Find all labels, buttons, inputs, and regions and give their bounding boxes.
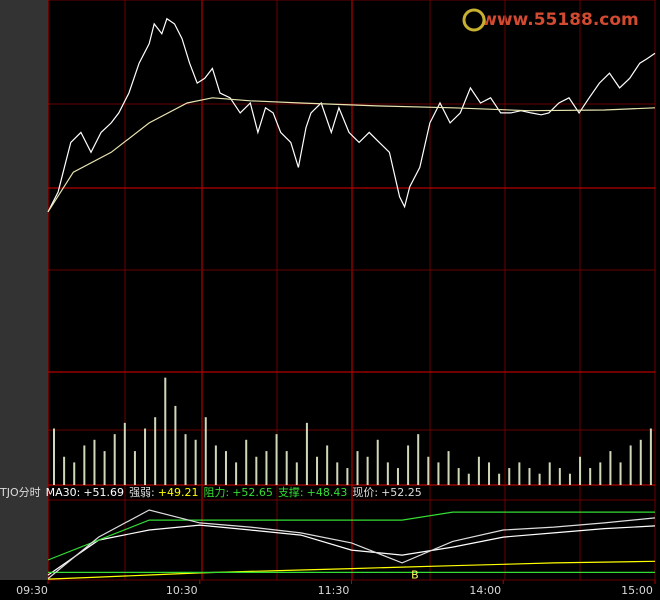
volume-bar bbox=[255, 456, 258, 485]
volume-bar bbox=[639, 439, 642, 485]
volume-bar bbox=[568, 473, 571, 485]
volume-bar bbox=[589, 468, 592, 485]
legend-value: +49.21 bbox=[158, 486, 199, 499]
volume-bar bbox=[629, 445, 632, 485]
volume-bar bbox=[477, 456, 480, 485]
volume-bar bbox=[366, 456, 369, 485]
volume-bar bbox=[265, 451, 268, 485]
volume-bar bbox=[558, 468, 561, 485]
volume-bar bbox=[204, 417, 207, 485]
volume-bar bbox=[619, 462, 622, 485]
volume-bar bbox=[53, 428, 55, 485]
volume-bar bbox=[488, 462, 491, 485]
series-line bbox=[47, 509, 656, 580]
volume-bar bbox=[457, 468, 460, 485]
volume-bar bbox=[184, 434, 187, 485]
volume-bar bbox=[467, 473, 470, 485]
volume-bar bbox=[83, 445, 86, 485]
volume-bar bbox=[63, 456, 66, 485]
legend-name: 支撑: bbox=[278, 485, 304, 499]
legend-name: 阻力: bbox=[204, 486, 230, 499]
volume-bar bbox=[508, 468, 511, 485]
volume-bar bbox=[376, 439, 379, 485]
volume-bar bbox=[174, 405, 177, 485]
volume-bar bbox=[326, 445, 329, 485]
volume-bar bbox=[73, 462, 76, 485]
volume-bar bbox=[427, 456, 430, 485]
volume-bar bbox=[113, 434, 116, 485]
volume-bar bbox=[245, 439, 248, 485]
indicator-header: TJO分时 MA30: +51.69 强弱: +49.21 阻力: +52.65 支撑: +48… bbox=[0, 485, 422, 499]
volume-bar bbox=[103, 451, 106, 485]
x-tick-label: 11:30 bbox=[318, 584, 350, 597]
volume-bar bbox=[447, 451, 450, 485]
volume-bar bbox=[609, 451, 612, 485]
volume-bar bbox=[194, 439, 197, 485]
volume-bar bbox=[386, 462, 389, 485]
volume-bar bbox=[164, 377, 167, 485]
legend-value: +52.65 bbox=[232, 486, 273, 499]
volume-bar bbox=[305, 422, 308, 485]
volume-bar bbox=[214, 445, 217, 485]
annotation: B bbox=[411, 569, 419, 582]
volume-bar bbox=[316, 456, 319, 485]
volume-bar bbox=[93, 439, 96, 485]
volume-bar bbox=[548, 462, 551, 485]
volume-bar bbox=[498, 473, 501, 485]
legend-value: +48.43 bbox=[307, 486, 348, 499]
volume-bar bbox=[346, 468, 349, 485]
legend-name: 强弱: bbox=[129, 486, 155, 499]
volume-bar bbox=[144, 428, 147, 485]
legend-name: 现价: bbox=[352, 486, 378, 499]
series-line bbox=[47, 511, 655, 561]
logo bbox=[462, 8, 486, 32]
volume-bar bbox=[133, 451, 136, 485]
volume-bar bbox=[437, 462, 440, 485]
volume-bar bbox=[336, 462, 339, 485]
watermark: www.55188.com bbox=[481, 10, 639, 30]
volume-bar bbox=[528, 468, 531, 485]
volume-bar bbox=[538, 473, 541, 485]
volume-bar bbox=[579, 456, 582, 485]
volume-bar bbox=[417, 434, 420, 485]
volume-bar bbox=[235, 462, 238, 485]
x-tick-label: 14:00 bbox=[469, 584, 501, 597]
legend-name: MA30: bbox=[46, 486, 81, 499]
volume-bar bbox=[407, 445, 410, 485]
volume-bar bbox=[599, 462, 602, 485]
series-line bbox=[47, 560, 656, 580]
series-line bbox=[47, 524, 656, 576]
series-line bbox=[47, 97, 656, 213]
volume-bar bbox=[649, 428, 652, 485]
legend-value: +52.25 bbox=[381, 486, 422, 499]
volume-bar bbox=[518, 462, 521, 485]
indicator-title: TJO分时 bbox=[0, 486, 41, 499]
x-tick-label: 09:30 bbox=[16, 584, 48, 597]
x-tick-label: 10:30 bbox=[166, 584, 198, 597]
volume-bar bbox=[154, 417, 157, 485]
volume-bar bbox=[285, 451, 288, 485]
volume-bar bbox=[356, 451, 359, 485]
volume-bar bbox=[295, 462, 298, 485]
left-strip bbox=[0, 0, 48, 580]
volume-bar bbox=[224, 451, 227, 485]
legend-value: +51.69 bbox=[83, 486, 124, 499]
volume-bar bbox=[396, 468, 399, 485]
x-tick-label: 15:00 bbox=[621, 584, 653, 597]
series-line bbox=[47, 17, 656, 213]
volume-bar bbox=[123, 422, 126, 485]
volume-bar bbox=[275, 434, 278, 485]
